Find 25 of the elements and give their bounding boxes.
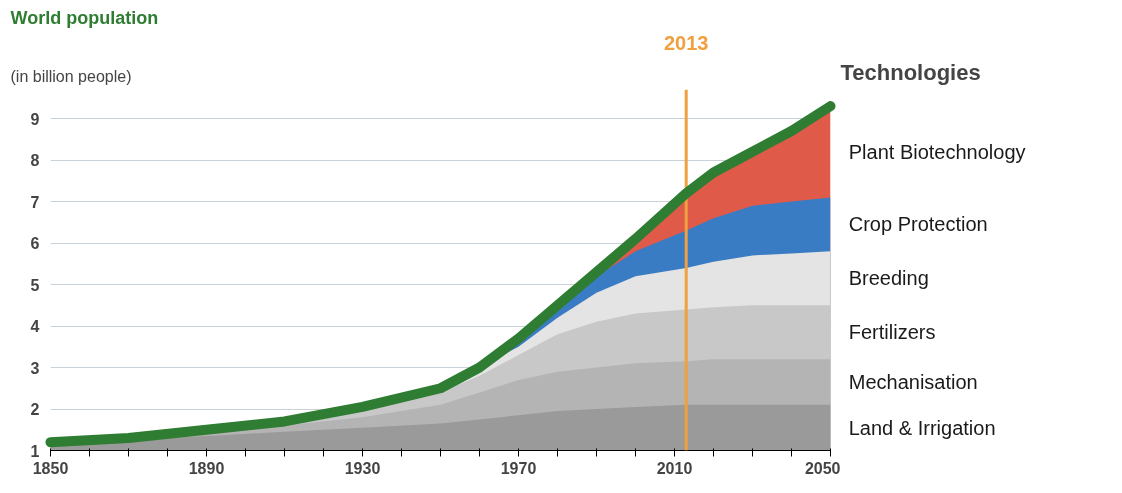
ref-line-label: 2013	[663, 31, 709, 54]
chart-title: World population	[10, 7, 159, 28]
y-tick-label: 5	[30, 276, 40, 294]
series-label: Mechanisation	[848, 371, 978, 394]
y-tick-label: 4	[30, 318, 40, 336]
x-tick-label: 1890	[188, 459, 225, 477]
x-tick-label: 1970	[500, 459, 537, 477]
y-tick-label: 3	[30, 359, 40, 377]
y-tick-label: 7	[30, 193, 40, 211]
series-label: Land & Irrigation	[848, 416, 996, 439]
series-label: Crop Protection	[848, 213, 988, 236]
x-tick-label: 1930	[344, 459, 381, 477]
x-tick-label: 1850	[32, 459, 69, 477]
x-tick-label: 2050	[804, 459, 841, 477]
y-tick-label: 8	[30, 152, 40, 170]
x-tick-label: 2010	[656, 459, 693, 477]
chart-subtitle: (in billion people)	[10, 67, 132, 85]
y-tick-label: 1	[30, 442, 40, 460]
legend-title: Technologies	[840, 59, 981, 85]
y-tick-label: 2	[30, 401, 40, 419]
series-label: Breeding	[848, 267, 929, 290]
y-tick-label: 9	[30, 110, 40, 128]
y-tick-label: 6	[30, 235, 40, 253]
series-label: Fertilizers	[848, 321, 936, 344]
series-label: Plant Biotechnology	[848, 140, 1026, 163]
